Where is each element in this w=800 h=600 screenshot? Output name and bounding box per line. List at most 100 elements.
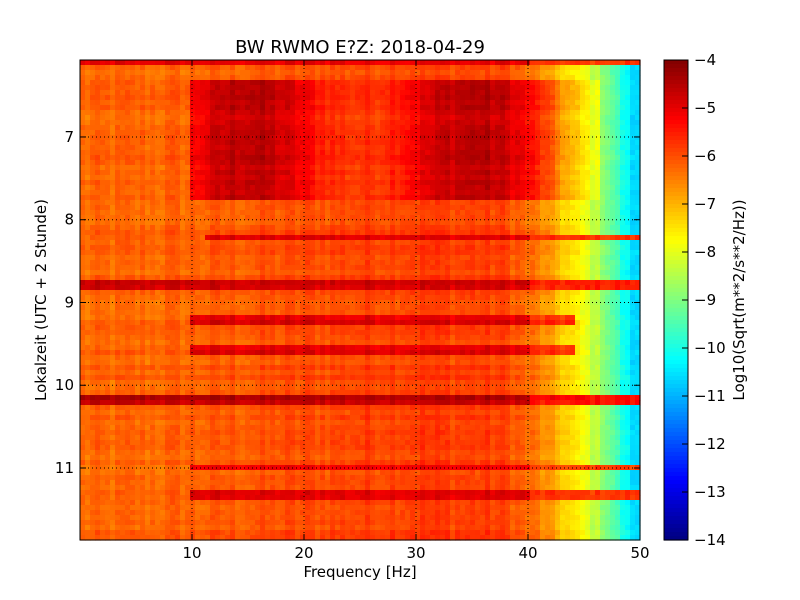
heatmap-cell xyxy=(445,155,451,161)
heatmap-cell xyxy=(160,280,166,286)
heatmap-cell xyxy=(565,190,571,196)
heatmap-cell xyxy=(170,130,176,136)
heatmap-cell xyxy=(555,265,561,271)
heatmap-cell xyxy=(125,125,131,131)
heatmap-cell xyxy=(395,60,401,66)
heatmap-cell xyxy=(255,140,261,146)
heatmap-cell xyxy=(435,110,441,116)
heatmap-cell xyxy=(340,60,346,66)
heatmap-cell xyxy=(445,130,451,136)
heatmap-cell xyxy=(300,115,306,121)
heatmap-cell xyxy=(580,180,586,186)
heatmap-cell xyxy=(500,85,506,91)
heatmap-cell xyxy=(430,60,436,66)
heatmap-cell xyxy=(510,110,516,116)
heatmap-cell xyxy=(565,210,571,216)
heatmap-cell xyxy=(225,145,231,151)
heatmap-cell xyxy=(265,95,271,101)
heatmap-cell xyxy=(395,150,401,156)
heatmap-cell xyxy=(570,255,576,261)
heatmap-cell xyxy=(225,215,231,221)
heatmap-cell xyxy=(520,100,526,106)
heatmap-cell xyxy=(570,115,576,121)
heatmap-cell xyxy=(290,185,296,191)
heatmap-cell xyxy=(160,255,166,261)
heatmap-cell xyxy=(260,170,266,176)
heatmap-cell xyxy=(275,60,281,66)
heatmap-cell xyxy=(575,105,581,111)
heatmap-cell xyxy=(280,100,286,106)
heatmap-cell xyxy=(625,170,631,176)
heatmap-cell xyxy=(185,80,191,86)
heatmap-cell xyxy=(455,70,461,76)
heatmap-cell xyxy=(435,265,441,271)
heatmap-cell xyxy=(585,80,591,86)
heatmap-cell xyxy=(395,265,401,271)
heatmap-cell xyxy=(600,165,606,171)
heatmap-cell xyxy=(255,175,261,181)
heatmap-cell xyxy=(295,265,301,271)
heatmap-cell xyxy=(390,245,396,251)
heatmap-cell xyxy=(300,240,306,246)
heatmap-cell xyxy=(545,190,551,196)
heatmap-cell xyxy=(80,70,86,76)
heatmap-cell xyxy=(165,135,171,141)
heatmap-cell xyxy=(190,115,196,121)
heatmap-cell xyxy=(445,95,451,101)
heatmap-cell xyxy=(550,215,556,221)
heatmap-cell xyxy=(440,170,446,176)
heatmap-cell xyxy=(615,140,621,146)
heatmap-cell xyxy=(355,180,361,186)
heatmap-cell xyxy=(435,160,441,166)
heatmap-cell xyxy=(360,250,366,256)
heatmap-cell xyxy=(155,255,161,261)
heatmap-cell xyxy=(490,160,496,166)
heatmap-cell xyxy=(440,85,446,91)
heatmap-cell xyxy=(100,110,106,116)
heatmap-cell xyxy=(565,160,571,166)
heatmap-cell xyxy=(635,125,641,131)
heatmap-cell xyxy=(460,85,466,91)
heatmap-cell xyxy=(475,265,481,271)
heatmap-cell xyxy=(125,140,131,146)
heatmap-cell xyxy=(445,150,451,156)
heatmap-cell xyxy=(140,150,146,156)
heatmap-cell xyxy=(455,145,461,151)
heatmap-cell xyxy=(115,170,121,176)
heatmap-cell xyxy=(255,150,261,156)
heatmap-cell xyxy=(320,65,326,71)
heatmap-cell xyxy=(295,70,301,76)
heatmap-cell xyxy=(345,275,351,281)
heatmap-cell xyxy=(560,215,566,221)
heatmap-cell xyxy=(210,180,216,186)
heatmap-cell xyxy=(365,125,371,131)
heatmap-cell xyxy=(425,230,431,236)
heatmap-cell xyxy=(605,75,611,81)
heatmap-cell xyxy=(110,190,116,196)
heatmap-cell xyxy=(150,250,156,256)
heatmap-cell xyxy=(575,110,581,116)
heatmap-cell xyxy=(625,265,631,271)
heatmap-cell xyxy=(315,85,321,91)
heatmap-cell xyxy=(110,130,116,136)
heatmap-cell xyxy=(545,150,551,156)
heatmap-cell xyxy=(80,160,86,166)
heatmap-cell xyxy=(535,245,541,251)
heatmap-cell xyxy=(465,245,471,251)
heatmap-cell xyxy=(465,230,471,236)
heatmap-cell xyxy=(580,125,586,131)
heatmap-cell xyxy=(315,240,321,246)
heatmap-cell xyxy=(350,70,356,76)
heatmap-cell xyxy=(105,90,111,96)
heatmap-cell xyxy=(450,235,456,241)
heatmap-cell xyxy=(320,190,326,196)
heatmap-cell xyxy=(505,270,511,276)
heatmap-cell xyxy=(155,110,161,116)
heatmap-cell xyxy=(515,180,521,186)
heatmap-cell xyxy=(480,225,486,231)
heatmap-cell xyxy=(180,280,186,286)
heatmap-cell xyxy=(275,80,281,86)
heatmap-cell xyxy=(150,185,156,191)
heatmap-cell xyxy=(305,170,311,176)
heatmap-cell xyxy=(160,250,166,256)
